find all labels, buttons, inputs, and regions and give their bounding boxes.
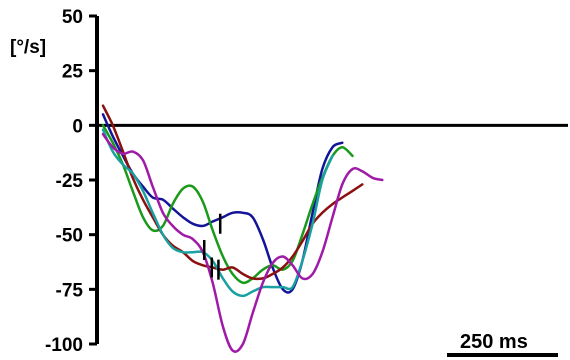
y-tick-label: -75	[56, 280, 84, 301]
y-tick-label: -100	[45, 335, 83, 356]
series-line-2	[101, 124, 354, 285]
y-axis-unit-label: [°/s]	[10, 37, 46, 58]
series-group	[101, 104, 384, 353]
scale-bar-label: 250 ms	[460, 331, 528, 353]
y-tick-label: 50	[62, 7, 83, 28]
axes: 50 25 0 -25 -50 -75 -100	[45, 7, 568, 356]
y-tick-label: -25	[56, 171, 84, 192]
y-tick-label: -50	[56, 226, 83, 247]
scale-bar: 250 ms	[447, 331, 558, 357]
series-line-3	[101, 104, 364, 281]
y-tick-label: 0	[72, 116, 83, 137]
series-line-5	[101, 132, 384, 353]
event-markers	[202, 213, 222, 280]
series-line-1	[101, 113, 344, 294]
y-tick-label: 25	[62, 62, 84, 83]
